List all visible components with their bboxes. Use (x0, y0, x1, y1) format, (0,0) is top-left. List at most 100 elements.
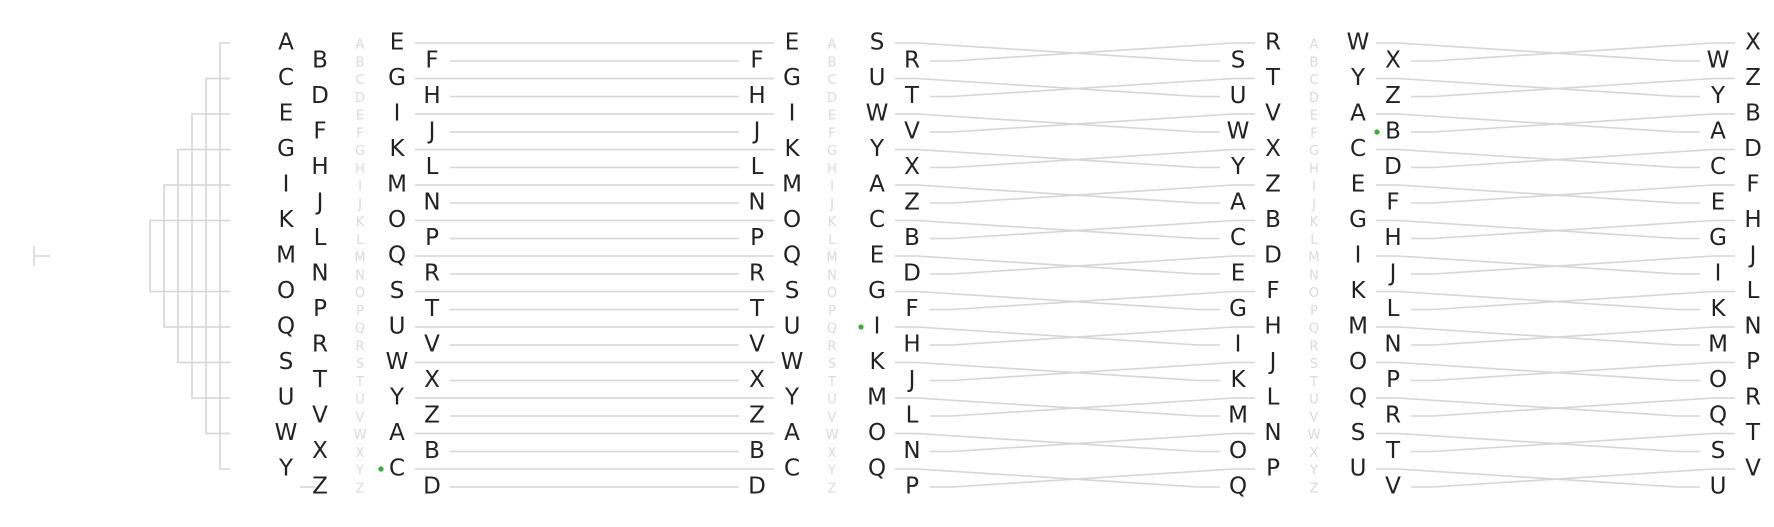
stage-letter: P (905, 474, 919, 500)
stage-letter: I (1235, 332, 1242, 358)
stage-letter: Z (1745, 65, 1761, 91)
stage-letter: Q (1349, 385, 1367, 411)
tree-letter: V (312, 403, 328, 429)
stage-letter: L (1267, 385, 1280, 411)
stage-letter: D (748, 474, 766, 500)
tree-letter: P (313, 296, 327, 322)
connection-line (930, 326, 1255, 346)
stage-letter: E (390, 30, 405, 56)
stage-letter: Q (1709, 403, 1727, 429)
connection-line (895, 468, 1220, 488)
connection-line (930, 113, 1255, 133)
stage-letter: C (1350, 136, 1366, 162)
stage-letter: M (1228, 403, 1248, 429)
stage-letter: G (868, 278, 886, 304)
stage-letter: S (1231, 48, 1246, 74)
ghost-letter: N (355, 268, 365, 283)
ghost-letter: X (1310, 446, 1319, 461)
tree-letter: L (314, 225, 327, 251)
stage-letter: F (750, 48, 763, 74)
stage-letter: J (1388, 261, 1397, 287)
ghost-letter: R (1309, 339, 1318, 354)
stage-letter: L (906, 403, 919, 429)
ghost-letter: Z (356, 481, 365, 496)
connection-line (930, 290, 1255, 311)
stage-letter: Y (1350, 65, 1366, 91)
stage-letter: Z (904, 190, 920, 216)
stage-letter: K (1230, 367, 1246, 393)
stage-letter: L (751, 154, 764, 180)
stage-letter: G (1349, 207, 1367, 233)
connection-line (1411, 432, 1735, 453)
connection-line (1376, 219, 1700, 240)
connection-line (895, 148, 1220, 169)
connection-line (1411, 113, 1735, 133)
connection-line (1376, 77, 1700, 98)
connection-line (930, 219, 1255, 240)
stage-letter: A (389, 420, 405, 446)
tree-bracket (149, 219, 230, 293)
ghost-letter: Y (827, 464, 836, 479)
stage-letter: N (423, 190, 440, 216)
ghost-letter: D (1309, 91, 1319, 106)
stage-letter: P (1746, 349, 1760, 375)
ghost-letter: I (1312, 180, 1316, 195)
connection-lines (415, 42, 1735, 488)
stage-letter: O (1229, 438, 1247, 464)
stage-letter: K (1710, 296, 1726, 322)
stage-letter: K (784, 136, 800, 162)
tree-bracket (163, 184, 230, 328)
ghost-letter: U (355, 393, 365, 408)
ghost-letter: O (827, 286, 837, 301)
stage-letter: U (784, 314, 801, 340)
ghost-letter: W (826, 428, 839, 443)
stage-letter: A (869, 172, 885, 198)
tree-letter: Q (277, 314, 295, 340)
stage-letter: U (1710, 474, 1727, 500)
stage-letter: A (784, 420, 800, 446)
stage-letter: B (1265, 207, 1281, 233)
stage-letter: D (1744, 136, 1762, 162)
stage-letter: S (870, 30, 885, 56)
ghost-letter: Z (828, 481, 837, 496)
stage-letter: H (903, 332, 920, 358)
tree-letter: Y (278, 456, 294, 482)
connection-line (1411, 184, 1735, 204)
connection-line (930, 255, 1255, 275)
stage-letter: R (1385, 403, 1401, 429)
stage-letter: V (424, 332, 440, 358)
ghost-letter: V (828, 410, 837, 425)
connection-line (895, 432, 1220, 453)
connection-line (895, 42, 1220, 62)
ghost-letter: Q (1309, 322, 1319, 337)
ghost-letter: N (827, 268, 837, 283)
stage-letter: Z (749, 403, 765, 429)
stage-letter: F (1386, 190, 1399, 216)
stage-letter: Y (784, 385, 800, 411)
ghost-letter: P (356, 304, 364, 319)
stage-letter: H (748, 83, 765, 109)
stage-letter: X (749, 367, 765, 393)
stage-letter: N (903, 438, 920, 464)
stage-letter: N (1744, 314, 1761, 340)
ghost-letter: I (830, 180, 834, 195)
tree-letter: O (277, 278, 295, 304)
tree-letter: U (278, 385, 295, 411)
stage-letter: M (387, 172, 407, 198)
stage-letter: T (1265, 65, 1281, 91)
stage-letter: A (1230, 190, 1246, 216)
stage-letter: I (789, 101, 796, 127)
stage-letter: T (1745, 420, 1761, 446)
stage-letter: G (388, 65, 406, 91)
tree-letter: T (312, 367, 328, 393)
highlight-marker (858, 324, 864, 330)
ghost-letter: H (1309, 162, 1319, 177)
ghost-letter: P (1310, 304, 1318, 319)
tree-bracket (219, 42, 230, 470)
ghost-letter: A (356, 38, 365, 53)
stage-letter: L (426, 154, 439, 180)
stage-letter: B (749, 438, 765, 464)
stage-letter: F (425, 48, 438, 74)
highlight-markers (378, 129, 1380, 472)
ghost-letter: U (827, 393, 837, 408)
